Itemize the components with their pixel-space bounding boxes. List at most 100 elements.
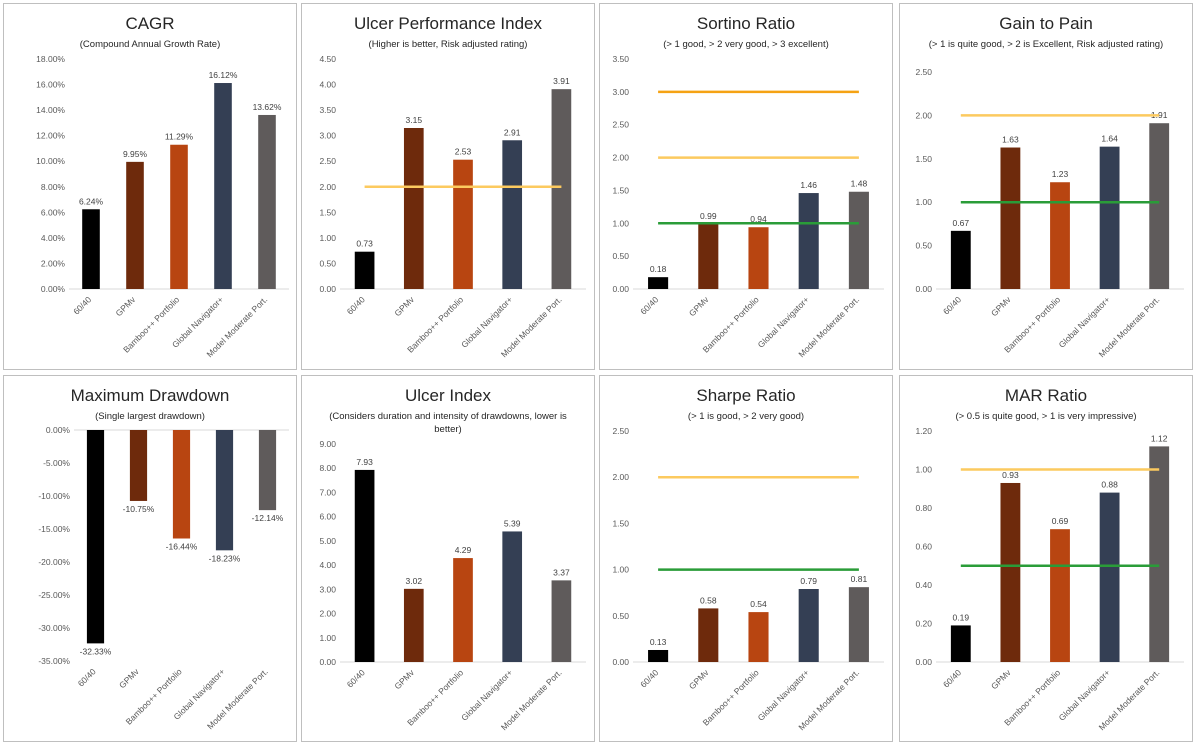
bar-bamboo-portfolio (1050, 182, 1070, 289)
chart-panel-cagr: CAGR (Compound Annual Growth Rate) 0.00%… (3, 3, 297, 370)
y-tick-label: 1.00 (612, 565, 629, 575)
x-tick-label: Global Navigator+ (1057, 294, 1112, 349)
data-label: 2.53 (455, 147, 472, 157)
data-label: -12.14% (252, 513, 284, 523)
y-tick-label: 0.40 (915, 580, 932, 590)
x-tick-label: 60/40 (941, 294, 963, 316)
chart-plot: 0.00 1.00 2.00 3.00 4.00 5.00 6.00 7.00 8.00 9.00… (319, 439, 586, 732)
data-label: 4.29 (455, 545, 472, 555)
x-tick-label: Global Navigator+ (756, 294, 811, 349)
y-tick-label: 2.50 (915, 67, 932, 77)
y-tick-label: -35.00% (38, 656, 70, 666)
x-tick-label: GPMv (117, 666, 141, 690)
y-tick-label: 7.00 (319, 487, 336, 497)
chart-subtitle: (Compound Annual Growth Rate) (79, 39, 221, 50)
y-tick-label: 6.00% (41, 207, 66, 217)
data-label: 0.88 (1101, 480, 1118, 490)
y-tick-label: 6.00 (319, 512, 336, 522)
y-tick-label: 2.00% (41, 258, 66, 268)
bar-gpmv (698, 608, 719, 662)
data-label: 0.67 (953, 218, 970, 228)
data-label: 0.69 (1052, 516, 1069, 526)
y-tick-label: 8.00% (41, 182, 66, 192)
y-tick-label: 3.00 (612, 87, 629, 97)
y-tick-label: -25.00% (38, 590, 70, 600)
x-tick-label: GPMv (989, 667, 1013, 691)
y-tick-label: 0.60 (915, 542, 932, 552)
data-label: -10.75% (123, 504, 155, 514)
y-tick-label: 0.00% (46, 425, 71, 435)
bar-model-moderate-port- (258, 430, 277, 511)
y-tick-label: 0.00% (41, 284, 66, 294)
chart-subtitle: (Single largest drawdown) (95, 411, 205, 422)
y-tick-label: -10.00% (38, 491, 70, 501)
y-tick-label: 0.50 (319, 258, 336, 268)
bar-60-40 (86, 430, 105, 644)
data-label: 16.12% (209, 70, 238, 80)
bar-bamboo-portfolio (748, 612, 769, 662)
y-tick-label: 1.00 (612, 218, 629, 228)
x-tick-label: 60/40 (76, 666, 98, 688)
bar-global-navigator- (1099, 146, 1120, 289)
bar-global-navigator- (502, 531, 523, 662)
bar-60-40 (354, 469, 375, 662)
chart-subtitle: (> 1 is quite good, > 2 is Excellent, Ri… (928, 39, 1164, 50)
bar-global-navigator- (1099, 492, 1120, 662)
data-label: 0.73 (356, 239, 373, 249)
y-tick-label: 1.50 (612, 185, 629, 195)
y-tick-label: 4.50 (319, 54, 336, 64)
y-tick-label: -20.00% (38, 557, 70, 567)
y-tick-label: 5.00 (319, 536, 336, 546)
x-tick-label: GPMv (392, 667, 416, 691)
bar-gpmv (1000, 147, 1021, 289)
bar-60-40 (648, 649, 669, 662)
bar-model-moderate-port- (551, 580, 572, 662)
chart-title: Sharpe Ratio (696, 386, 796, 405)
x-tick-label: Global Navigator+ (459, 294, 514, 349)
data-label: 11.29% (165, 132, 194, 142)
chart-title: MAR Ratio (1004, 386, 1088, 405)
data-label: 0.94 (750, 214, 767, 224)
bar-60-40 (950, 625, 971, 662)
y-tick-label: 0.20 (915, 619, 932, 629)
bar-gpmv (1000, 482, 1021, 662)
y-tick-label: 0.00 (915, 284, 932, 294)
y-tick-label: -15.00% (38, 524, 70, 534)
data-label: -32.33% (80, 646, 112, 656)
y-tick-label: 0.50 (612, 611, 629, 621)
y-tick-label: 1.50 (915, 154, 932, 164)
bar-model-moderate-port- (258, 114, 276, 289)
y-tick-label: 2.50 (612, 120, 629, 130)
y-tick-label: 0.00 (612, 657, 629, 667)
y-tick-label: 2.00 (915, 110, 932, 120)
data-label: 0.79 (800, 576, 817, 586)
x-tick-label: 60/40 (71, 294, 93, 316)
bar-gpmv (698, 223, 719, 289)
x-tick-label: GPMv (687, 667, 711, 691)
x-tick-label: GPMv (989, 294, 1013, 318)
x-tick-label: Bamboo++ Portfolio (701, 667, 761, 727)
data-label: 3.15 (406, 115, 423, 125)
chart-plot: 0.00% 2.00% 4.00% 6.00% 8.00% 10.00% 12.00% 14.… (36, 54, 289, 359)
bar-model-moderate-port- (1149, 446, 1170, 662)
x-tick-label: GPMv (114, 294, 138, 318)
y-tick-label: 1.00 (319, 233, 336, 243)
x-tick-label: 60/40 (638, 667, 660, 689)
y-tick-label: 2.00 (319, 182, 336, 192)
y-tick-label: 14.00% (36, 105, 65, 115)
y-tick-label: 1.50 (612, 518, 629, 528)
y-tick-label: 8.00 (319, 463, 336, 473)
chart-panel-sharpe-ratio: Sharpe Ratio (> 1 is good, > 2 very good… (599, 375, 893, 742)
data-label: 9.95% (123, 149, 148, 159)
bar-global-navigator- (214, 83, 232, 290)
y-tick-label: -5.00% (43, 458, 70, 468)
bar-global-navigator- (215, 430, 234, 551)
data-label: 0.13 (650, 637, 667, 647)
data-label: -18.23% (209, 553, 241, 563)
y-tick-label: 1.20 (915, 426, 932, 436)
chart-panel-mar-ratio: MAR Ratio (> 0.5 is quite good, > 1 is v… (899, 375, 1193, 742)
chart-subtitle: (Higher is better, Risk adjusted rating) (368, 39, 528, 50)
bar-bamboo-portfolio (453, 159, 473, 289)
bar-bamboo-portfolio (453, 558, 473, 662)
bar-gpmv (129, 430, 148, 501)
